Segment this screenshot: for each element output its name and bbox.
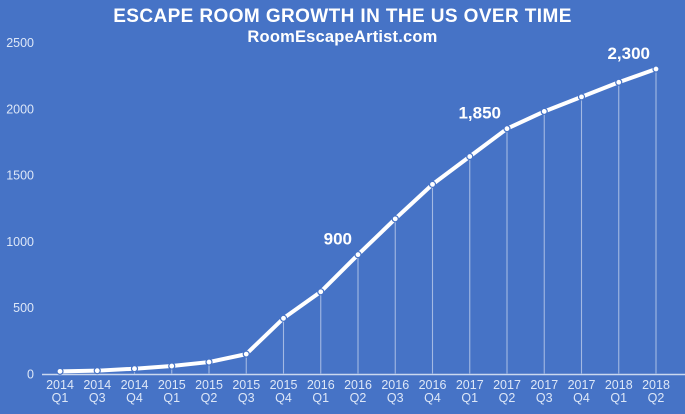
x-axis-label-year: 2017 [493, 378, 521, 392]
chart-title: ESCAPE ROOM GROWTH IN THE US OVER TIME [113, 6, 572, 27]
x-axis-label-quarter: Q1 [461, 391, 478, 405]
x-axis-label-year: 2016 [419, 378, 447, 392]
data-point-marker [391, 215, 399, 223]
data-point-marker [56, 367, 64, 375]
y-tick-label: 500 [13, 301, 34, 315]
data-point-marker [503, 125, 511, 133]
data-point-marker [317, 288, 325, 296]
x-axis-label-year: 2018 [605, 378, 633, 392]
x-axis-label-quarter: Q1 [312, 391, 329, 405]
x-axis-label-quarter: Q4 [573, 391, 590, 405]
data-point-marker [354, 251, 362, 259]
x-axis-label-year: 2016 [381, 378, 409, 392]
x-axis-label-quarter: Q1 [610, 391, 627, 405]
data-point-marker [130, 365, 139, 373]
data-point-marker [242, 350, 250, 358]
y-tick-label: 2500 [6, 36, 34, 50]
x-axis-label-quarter: Q3 [536, 391, 553, 405]
x-axis-label-quarter: Q2 [201, 391, 218, 405]
data-point-marker [652, 65, 660, 73]
data-point-marker [577, 93, 586, 101]
x-axis-label-year: 2015 [232, 378, 260, 392]
x-axis-label-year: 2017 [530, 378, 558, 392]
x-axis-label-year: 2015 [158, 378, 186, 392]
x-axis-label-quarter: Q2 [648, 391, 665, 405]
x-axis-label-quarter: Q4 [275, 391, 292, 405]
x-axis-label-quarter: Q2 [350, 391, 367, 405]
data-label-annotation: 1,850 [458, 104, 501, 123]
data-label-annotation: 900 [324, 230, 352, 249]
data-point-marker [168, 362, 176, 370]
x-axis-label-year: 2018 [642, 378, 670, 392]
data-point-marker [615, 78, 623, 86]
x-axis-label-quarter: Q1 [163, 391, 180, 405]
x-axis-label-quarter: Q4 [424, 391, 441, 405]
x-axis-label-quarter: Q3 [238, 391, 255, 405]
y-tick-label: 0 [27, 368, 34, 382]
data-label-annotation: 2,300 [607, 44, 650, 63]
data-point-marker [428, 180, 437, 188]
x-axis-label-year: 2015 [195, 378, 223, 392]
x-axis-label-quarter: Q1 [52, 391, 69, 405]
x-axis-label-quarter: Q4 [126, 391, 143, 405]
data-point-marker [205, 358, 213, 366]
x-axis-label-quarter: Q2 [499, 391, 516, 405]
x-axis-label-year: 2017 [456, 378, 484, 392]
y-tick-label: 1500 [6, 169, 34, 183]
data-point-marker [279, 314, 288, 322]
x-axis-label-year: 2017 [568, 378, 596, 392]
y-tick-label: 2000 [6, 102, 34, 116]
x-axis-label-year: 2014 [83, 378, 111, 392]
data-point-marker [540, 107, 548, 116]
x-axis-label-year: 2016 [307, 378, 335, 392]
x-axis-label-quarter: Q3 [387, 391, 404, 405]
x-axis-label-quarter: Q3 [89, 391, 106, 405]
x-axis-label-year: 2014 [121, 378, 149, 392]
x-axis-label-year: 2014 [46, 378, 74, 392]
chart-subtitle: RoomEscapeArtist.com [247, 28, 438, 46]
data-point-marker [466, 152, 474, 161]
x-axis-label-year: 2016 [344, 378, 372, 392]
x-axis-label-year: 2015 [270, 378, 298, 392]
data-point-marker [93, 367, 101, 375]
y-tick-label: 1000 [6, 235, 34, 249]
